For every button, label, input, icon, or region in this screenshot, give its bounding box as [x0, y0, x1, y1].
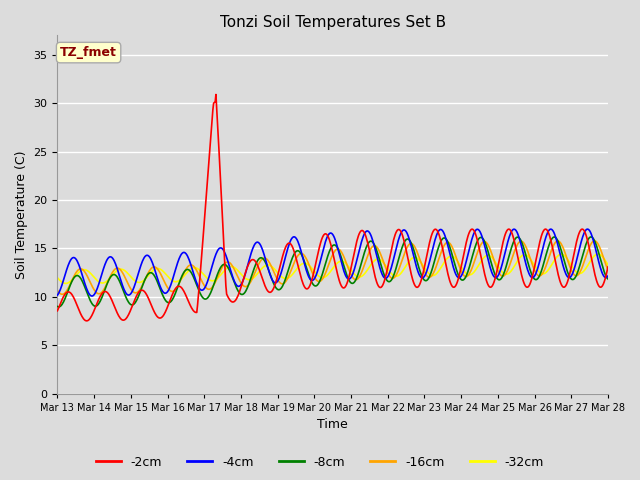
Legend: -2cm, -4cm, -8cm, -16cm, -32cm: -2cm, -4cm, -8cm, -16cm, -32cm	[91, 451, 549, 474]
Y-axis label: Soil Temperature (C): Soil Temperature (C)	[15, 150, 28, 279]
Text: TZ_fmet: TZ_fmet	[60, 46, 117, 59]
X-axis label: Time: Time	[317, 419, 348, 432]
Title: Tonzi Soil Temperatures Set B: Tonzi Soil Temperatures Set B	[220, 15, 446, 30]
